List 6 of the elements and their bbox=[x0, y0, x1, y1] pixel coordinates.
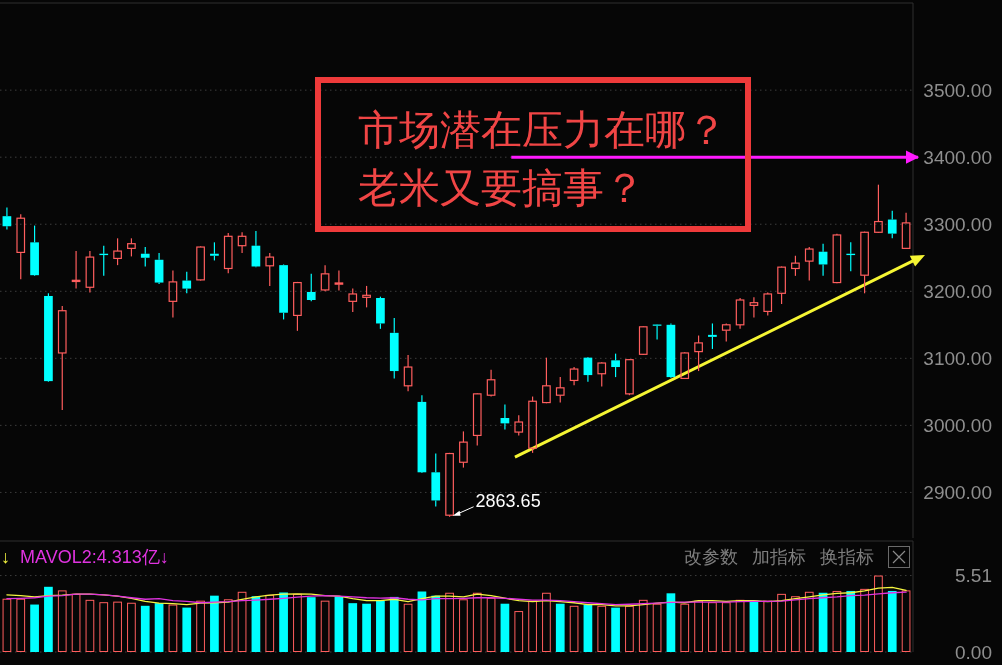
annotation: 2863.65 bbox=[475, 490, 541, 511]
annotation: 换指标 bbox=[820, 547, 874, 567]
annotation: 改参数 bbox=[684, 547, 738, 567]
annotation: 加指标 bbox=[752, 547, 806, 567]
annotation: 老米又要搞事？ bbox=[358, 165, 645, 211]
annotation: 市场潜在压力在哪？ bbox=[358, 107, 727, 153]
